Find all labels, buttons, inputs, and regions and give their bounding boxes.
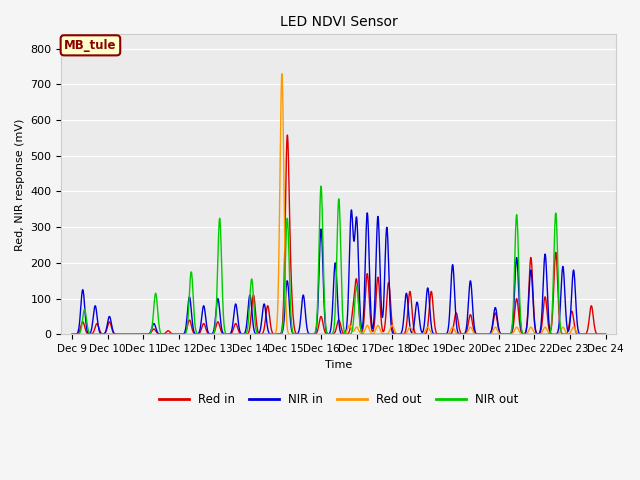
Line: Red in: Red in bbox=[72, 135, 605, 334]
NIR in bbox=[314, 314, 321, 320]
NIR in bbox=[68, 331, 76, 337]
NIR out bbox=[586, 331, 594, 337]
Red out bbox=[314, 331, 321, 337]
Red out bbox=[602, 331, 609, 337]
Red in bbox=[586, 306, 594, 312]
Red in bbox=[602, 331, 609, 337]
NIR in bbox=[348, 207, 355, 213]
Title: LED NDVI Sensor: LED NDVI Sensor bbox=[280, 15, 397, 29]
Red in bbox=[314, 326, 322, 332]
NIR out bbox=[602, 331, 609, 337]
Line: Red out: Red out bbox=[72, 74, 605, 334]
Red out bbox=[586, 331, 594, 337]
Red in bbox=[95, 326, 103, 332]
NIR out bbox=[95, 331, 103, 337]
Red in bbox=[68, 331, 76, 337]
Red in bbox=[284, 132, 291, 138]
Red in bbox=[128, 331, 136, 337]
Red in bbox=[587, 305, 595, 311]
NIR out bbox=[68, 331, 76, 337]
NIR in bbox=[488, 323, 496, 328]
NIR out bbox=[314, 307, 321, 312]
Red out bbox=[95, 331, 103, 337]
NIR in bbox=[586, 331, 594, 337]
NIR in bbox=[328, 321, 335, 326]
NIR out bbox=[328, 331, 335, 337]
NIR out bbox=[587, 331, 595, 337]
Legend: Red in, NIR in, Red out, NIR out: Red in, NIR in, Red out, NIR out bbox=[154, 388, 523, 411]
Red out bbox=[278, 71, 285, 77]
Red in bbox=[328, 331, 336, 337]
Y-axis label: Red, NIR response (mV): Red, NIR response (mV) bbox=[15, 118, 25, 251]
Red out bbox=[586, 331, 594, 337]
Red out bbox=[328, 331, 335, 337]
NIR in bbox=[95, 328, 103, 334]
Red out bbox=[68, 331, 76, 337]
NIR in bbox=[586, 331, 594, 337]
Line: NIR in: NIR in bbox=[72, 210, 605, 334]
NIR in bbox=[602, 331, 609, 337]
NIR out bbox=[317, 183, 325, 189]
Line: NIR out: NIR out bbox=[72, 186, 605, 334]
X-axis label: Time: Time bbox=[325, 360, 353, 370]
Text: MB_tule: MB_tule bbox=[64, 39, 116, 52]
Red in bbox=[489, 323, 497, 328]
Red out bbox=[488, 329, 496, 335]
NIR out bbox=[489, 331, 497, 337]
NIR out bbox=[429, 331, 436, 337]
